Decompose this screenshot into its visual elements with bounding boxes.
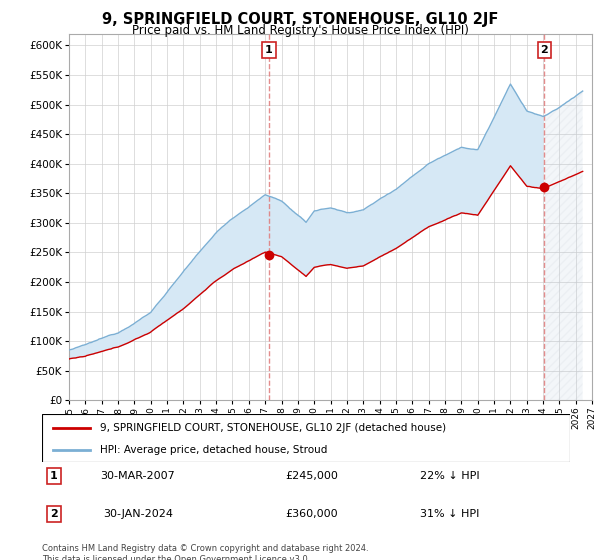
Text: 2: 2: [50, 509, 58, 519]
Text: 31% ↓ HPI: 31% ↓ HPI: [421, 509, 479, 519]
Text: £245,000: £245,000: [286, 471, 338, 481]
Text: £360,000: £360,000: [286, 509, 338, 519]
Text: 1: 1: [265, 45, 273, 55]
Text: Price paid vs. HM Land Registry's House Price Index (HPI): Price paid vs. HM Land Registry's House …: [131, 24, 469, 36]
Text: 9, SPRINGFIELD COURT, STONEHOUSE, GL10 2JF (detached house): 9, SPRINGFIELD COURT, STONEHOUSE, GL10 2…: [100, 423, 446, 433]
Text: 30-MAR-2007: 30-MAR-2007: [101, 471, 175, 481]
Text: 9, SPRINGFIELD COURT, STONEHOUSE, GL10 2JF: 9, SPRINGFIELD COURT, STONEHOUSE, GL10 2…: [102, 12, 498, 27]
Text: 1: 1: [50, 471, 58, 481]
Text: 30-JAN-2024: 30-JAN-2024: [103, 509, 173, 519]
Text: HPI: Average price, detached house, Stroud: HPI: Average price, detached house, Stro…: [100, 445, 328, 455]
Text: 2: 2: [541, 45, 548, 55]
Text: 22% ↓ HPI: 22% ↓ HPI: [420, 471, 480, 481]
Text: Contains HM Land Registry data © Crown copyright and database right 2024.
This d: Contains HM Land Registry data © Crown c…: [42, 544, 368, 560]
